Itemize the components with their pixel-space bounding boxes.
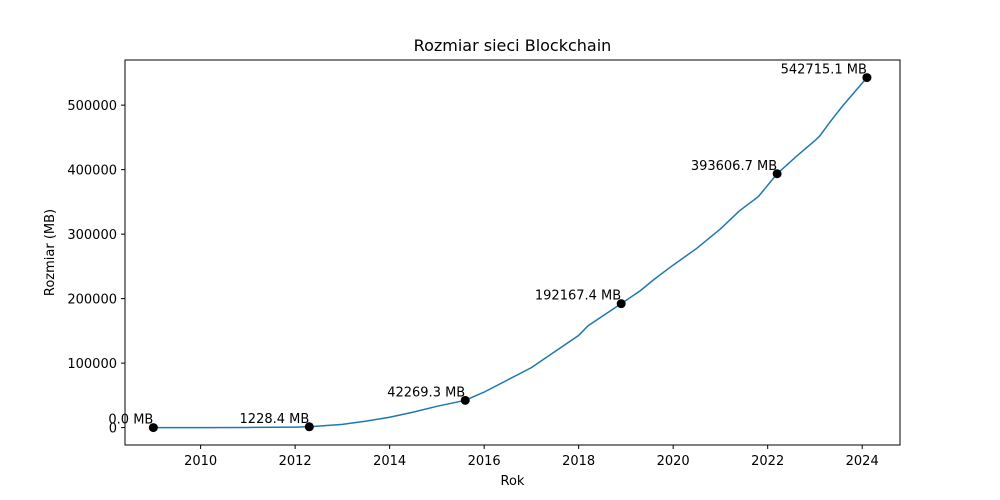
data-label: 393606.7 MB [691, 159, 777, 174]
data-label: 42269.3 MB [387, 385, 465, 400]
data-point [148, 423, 158, 433]
y-tick-label: 0 [109, 422, 117, 437]
data-label: 542715.1 MB [781, 63, 867, 78]
x-tick-label: 2010 [184, 454, 217, 469]
data-point [772, 169, 782, 179]
y-tick-label: 500000 [67, 99, 117, 114]
y-axis: 0 100000 200000 300000 400000 500000 [67, 99, 125, 437]
x-tick-label: 2014 [373, 454, 406, 469]
data-labels: 0.0 MB 1228.4 MB 42269.3 MB 192167.4 MB 3936… [108, 63, 867, 428]
x-tick-label: 2022 [751, 454, 784, 469]
x-tick-label: 2018 [562, 454, 595, 469]
y-tick-label: 300000 [67, 228, 117, 243]
x-tick-label: 2012 [279, 454, 312, 469]
data-markers [148, 73, 872, 433]
y-tick-label: 400000 [67, 164, 117, 179]
y-tick-label: 100000 [67, 357, 117, 372]
x-axis: 2010 2012 2014 2016 2018 2020 2022 2024 [184, 445, 879, 469]
y-tick-label: 200000 [67, 293, 117, 308]
data-point [862, 73, 872, 83]
x-tick-label: 2024 [846, 454, 879, 469]
data-point [304, 422, 314, 432]
plot-area [124, 59, 901, 446]
data-point [616, 299, 626, 309]
data-point [460, 395, 470, 405]
x-tick-label: 2016 [468, 454, 501, 469]
x-axis-label: Rok [501, 474, 525, 489]
data-label: 192167.4 MB [535, 289, 621, 304]
y-axis-label: Rozmiar (MB) [43, 209, 58, 296]
chart-title: Rozmiar sieci Blockchain [414, 36, 612, 55]
series-line [153, 77, 868, 429]
data-label: 0.0 MB [108, 413, 153, 428]
x-tick-label: 2020 [657, 454, 690, 469]
data-label: 1228.4 MB [240, 412, 310, 427]
